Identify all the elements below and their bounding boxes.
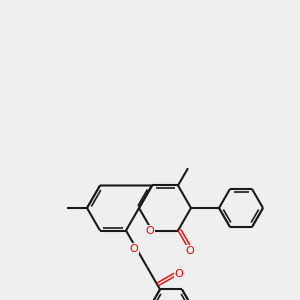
Text: O: O [146, 226, 154, 236]
Text: O: O [186, 246, 194, 256]
Text: O: O [175, 269, 183, 279]
Text: O: O [130, 244, 138, 254]
